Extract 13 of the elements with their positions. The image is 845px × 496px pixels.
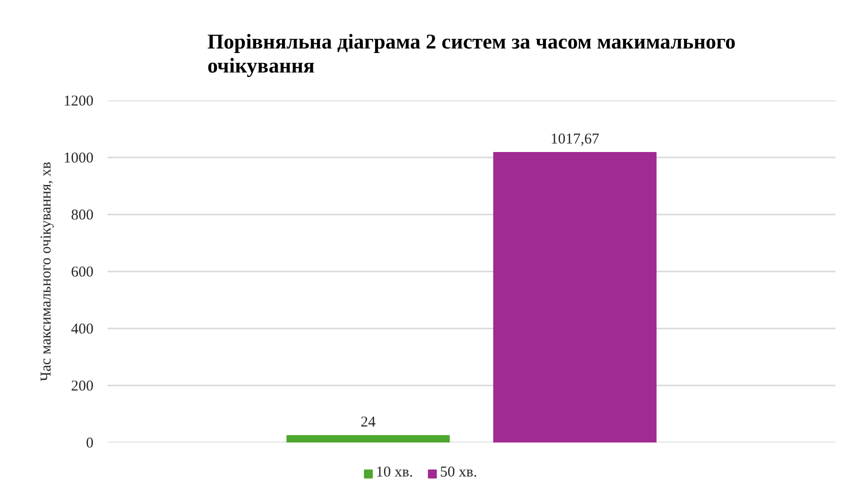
chart-title: Порівняльна діаграма 2 систем за часом макимального очікування <box>207 30 736 78</box>
data-label: 1017,67 <box>550 131 600 148</box>
legend-label: 10 хв. <box>376 464 413 482</box>
y-tick-label: 400 <box>71 322 94 338</box>
y-tick-label: 800 <box>71 208 94 224</box>
y-tick-label: 1200 <box>64 94 94 110</box>
data-label: 24 <box>360 414 376 431</box>
y-tick-label: 1000 <box>64 150 94 166</box>
y-tick-label: 200 <box>71 378 94 394</box>
legend-label: 50 хв. <box>440 464 478 482</box>
y-tick-label: 600 <box>71 264 94 280</box>
y-axis-title: Час максимального очікування, хв <box>38 162 54 382</box>
y-tick-label: 0 <box>86 436 94 452</box>
